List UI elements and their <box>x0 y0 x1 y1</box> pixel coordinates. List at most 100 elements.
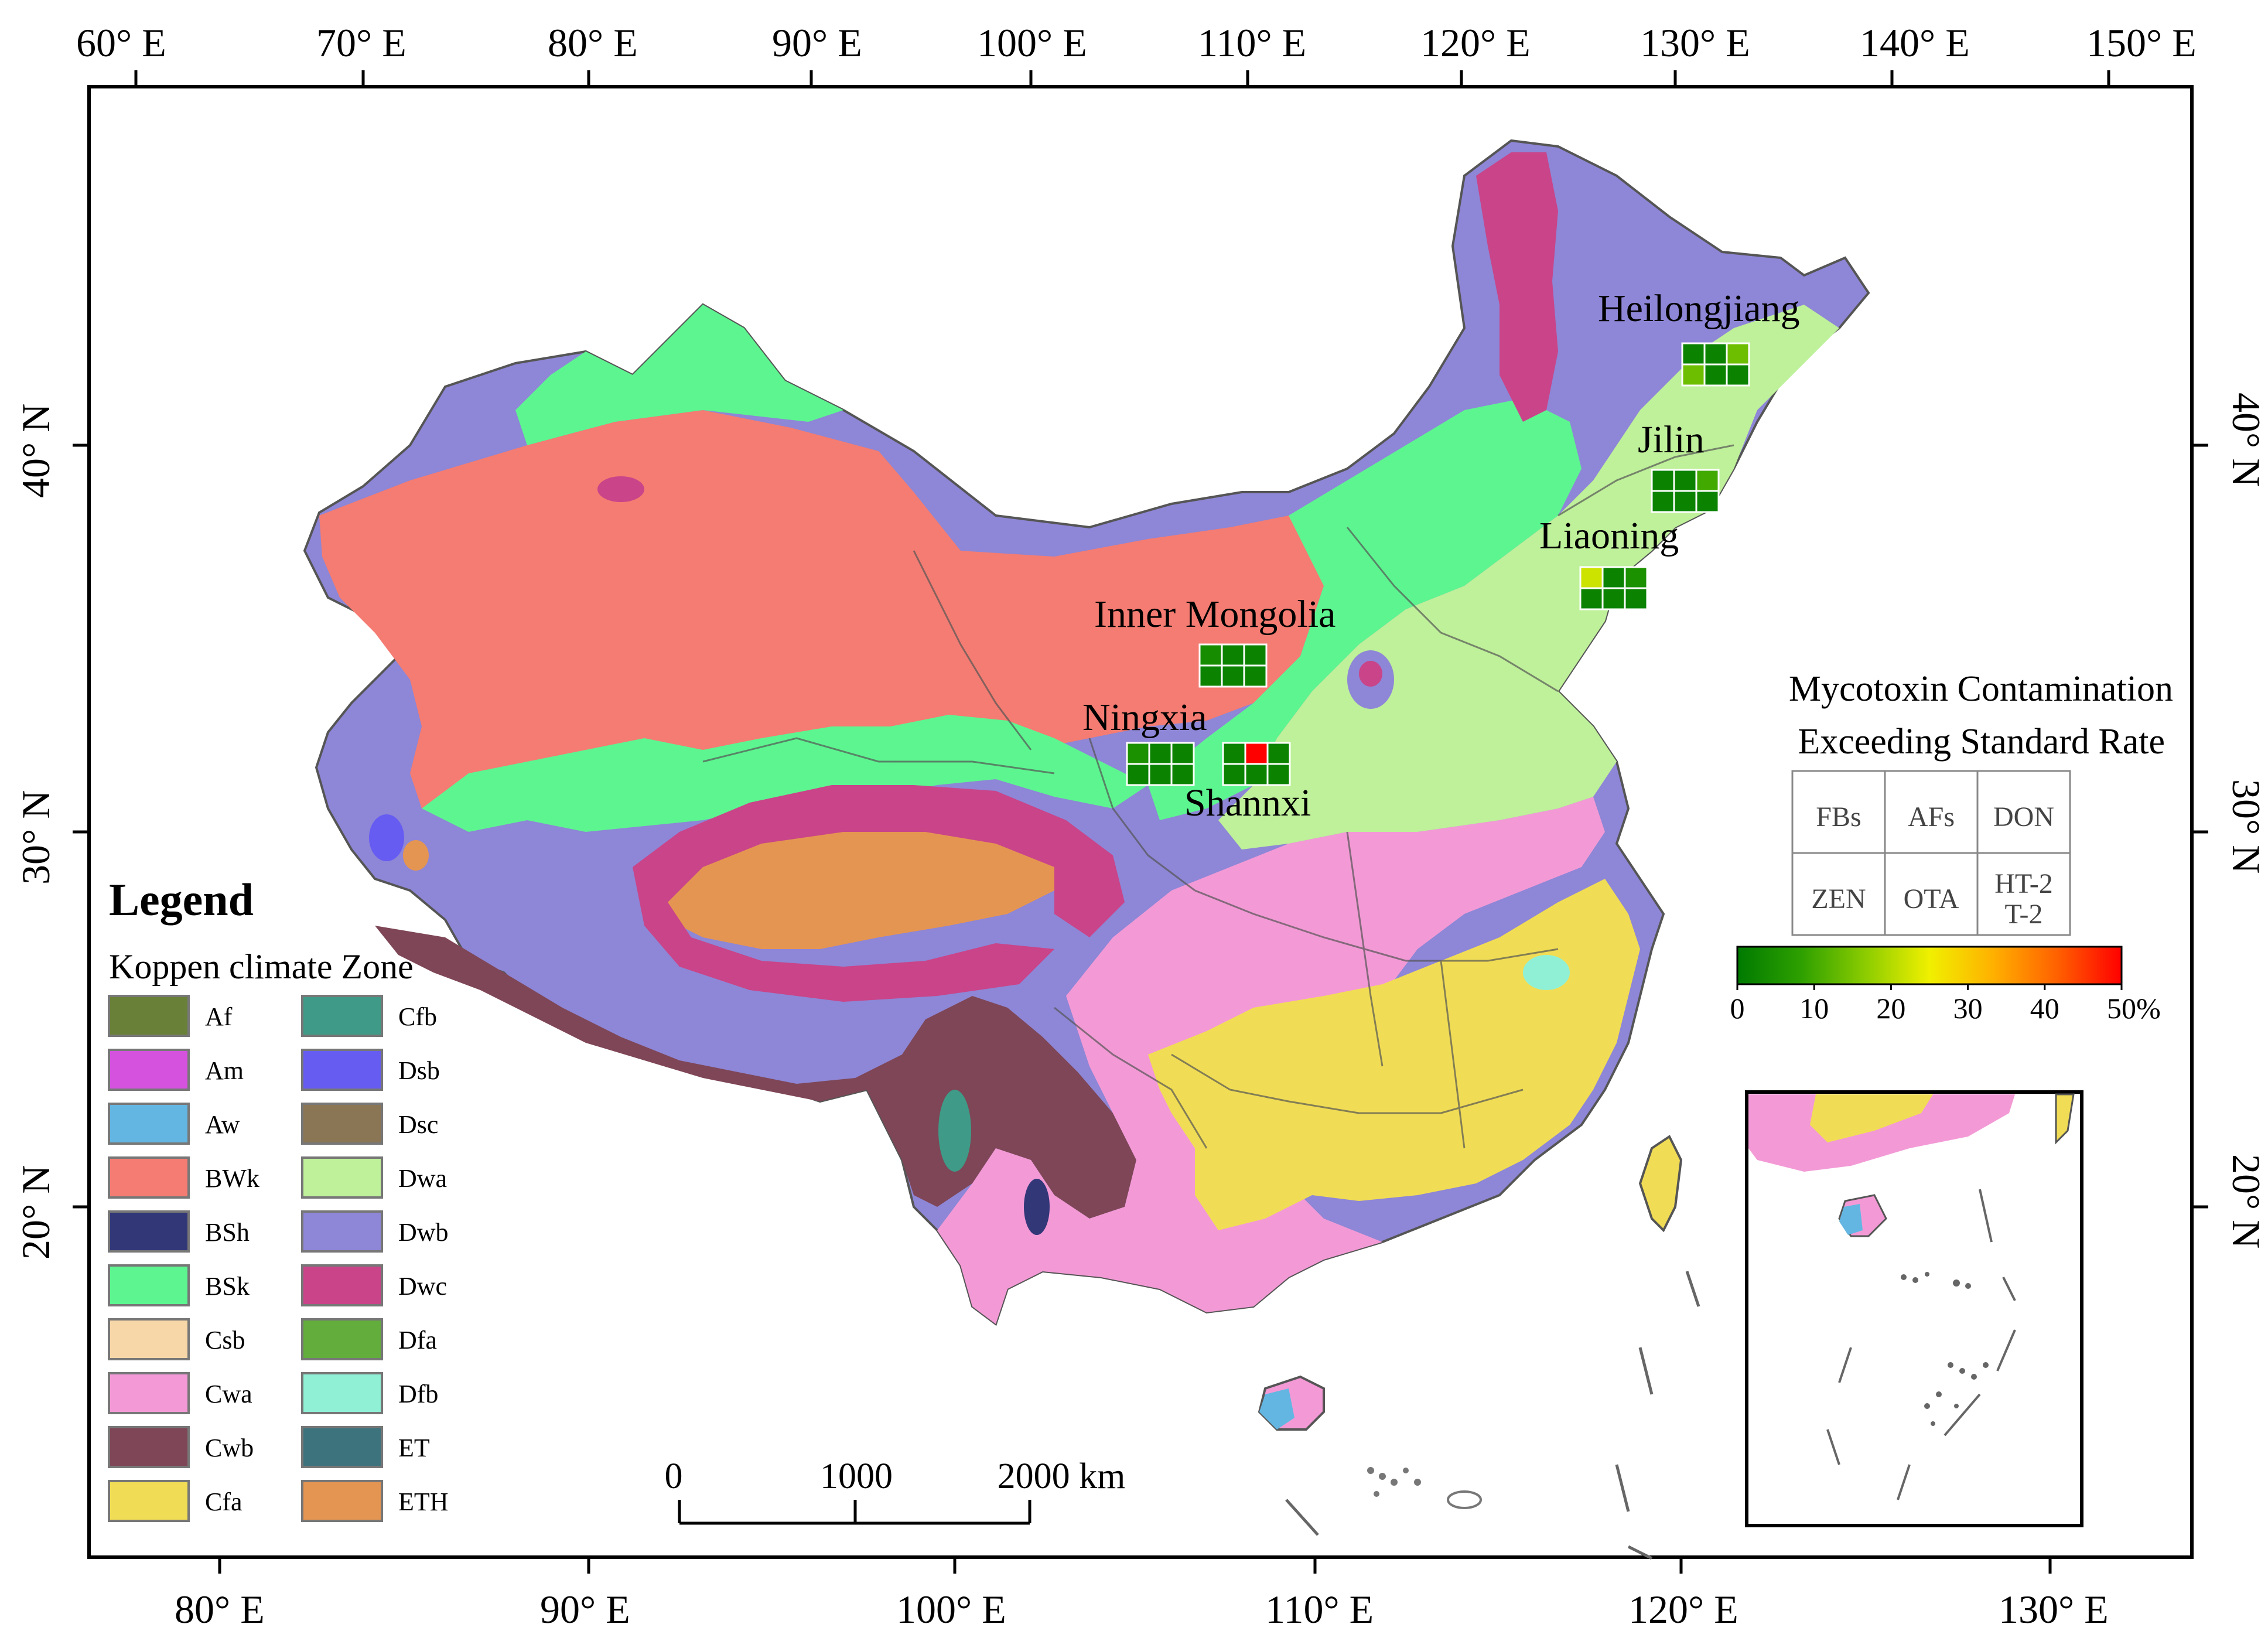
toxin-cell <box>1651 490 1675 513</box>
tick-label: 90° E <box>540 1587 630 1632</box>
toxin-grid <box>1681 342 1750 387</box>
colorbar-tick-label: 10 <box>1799 992 1829 1025</box>
toxin-grid <box>1126 742 1195 786</box>
cell-t2: T-2 <box>2005 899 2043 930</box>
zone-dfb-blob <box>1523 955 1570 990</box>
tick-label: 30° N <box>13 790 58 885</box>
tick-label: 30° N <box>2224 779 2268 874</box>
toxin-cell <box>1244 763 1269 786</box>
toxin-grid <box>1579 566 1648 610</box>
toxin-cell <box>1244 742 1269 765</box>
legend-item-label: ETH <box>398 1487 449 1516</box>
scale-tick-1000: 1000 <box>820 1456 893 1496</box>
tick-label: 130° E <box>1640 21 1750 65</box>
legend-swatch <box>301 995 383 1037</box>
toxin-cell <box>1579 566 1604 589</box>
legend-swatch <box>301 1318 383 1360</box>
toxin-cell <box>1266 742 1291 765</box>
legend-item-label: BSh <box>205 1218 250 1247</box>
legend-items: Af Am Aw BWk BSh BSk Csb Cwa Cwb Cfa Cfb Dsb Dsc Dwa D… <box>108 995 449 1522</box>
tick-label: 130° E <box>1999 1587 2109 1632</box>
legend-swatch <box>108 1426 190 1468</box>
toxin-cell <box>1651 469 1675 492</box>
hainan-aw <box>1259 1388 1294 1429</box>
colorbar-tick-label: 30 <box>1953 992 1983 1025</box>
tick-label: 40° N <box>2224 393 2268 487</box>
taiwan <box>1638 1135 1683 1233</box>
toxin-grid <box>1651 469 1720 513</box>
province-inner-mongolia: Inner Mongolia <box>1094 593 1335 688</box>
legend-item-label: Dwa <box>398 1164 447 1193</box>
toxin-grid <box>1222 742 1291 786</box>
legend-item-label: Dwc <box>398 1272 447 1301</box>
tick-label: 110° E <box>1265 1587 1374 1632</box>
cell-afs: AFs <box>1908 801 1955 832</box>
zone-eth <box>662 808 1066 949</box>
mycotoxin-cell-grid <box>1791 770 2071 936</box>
tick-label: 60° E <box>76 21 166 65</box>
legend-item-label: ET <box>398 1434 430 1462</box>
tick-label: 100° E <box>896 1587 1006 1632</box>
zone-dwc-blob2 <box>1359 661 1382 687</box>
toxin-cell <box>1695 490 1720 513</box>
province-jilin: Jilin <box>1638 418 1720 513</box>
toxin-cell <box>1170 763 1195 786</box>
toxin-cell <box>1198 664 1223 688</box>
toxin-cell <box>1126 742 1150 765</box>
legend-item-label: Dsb <box>398 1056 440 1085</box>
right-latitude-axis: 40° N 30° N 20° N <box>2192 393 2268 1248</box>
tick-label: 140° E <box>1860 21 1970 65</box>
bottom-longitude-axis: 80° E 90° E 100° E 110° E 120° E 130° E <box>175 1557 2109 1632</box>
legend-swatch <box>108 995 190 1037</box>
legend-item-label: Cwa <box>205 1380 252 1408</box>
zone-dwc-north <box>1476 152 1558 422</box>
toxin-cell <box>1624 587 1648 610</box>
province-boundaries <box>702 444 1734 1149</box>
province-label: Liaoning <box>1539 514 1679 557</box>
toxin-cell <box>1726 363 1750 387</box>
zone-dwa <box>1218 305 1839 849</box>
inset-dashed-boundary <box>1826 1189 2016 1500</box>
cell-don: DON <box>1993 801 2054 832</box>
province-ningxia: Ningxia <box>1082 696 1207 786</box>
zone-dwc-blob <box>597 476 644 502</box>
scale-bar: 0 1000 2000 km <box>665 1456 1125 1525</box>
toxin-cell <box>1243 643 1268 667</box>
toxin-cell <box>1601 587 1626 610</box>
tick-label: 20° N <box>13 1165 58 1260</box>
inset-mainland-cfa <box>1810 1094 1933 1142</box>
tick-label: 100° E <box>977 21 1087 65</box>
legend-item-label: BSk <box>205 1272 250 1301</box>
tick-label: 80° E <box>175 1587 265 1632</box>
legend-item-label: Am <box>205 1056 244 1085</box>
legend-item-label: Af <box>205 1002 233 1031</box>
toxin-cell <box>1148 742 1173 765</box>
toxin-cell <box>1673 490 1697 513</box>
toxin-cell <box>1681 342 1706 366</box>
toxin-cell <box>1703 363 1728 387</box>
legend-swatch <box>301 1480 383 1522</box>
mycotoxin-key: Mycotoxin Contamination Exceeding Standa… <box>1730 669 2174 1025</box>
province-label: Inner Mongolia <box>1094 593 1335 636</box>
colorbar-tick-label: 40 <box>2030 992 2059 1025</box>
left-latitude-axis: 40° N 30° N 20° N <box>13 404 89 1260</box>
legend-item-label: Cfb <box>398 1002 437 1031</box>
mycotoxin-title-line1: Mycotoxin Contamination <box>1789 669 2173 709</box>
legend-item-label: Dsc <box>398 1110 438 1139</box>
south-china-sea-inset <box>1745 1090 2083 1527</box>
legend-swatch <box>108 1049 190 1091</box>
legend-swatch <box>301 1049 383 1091</box>
legend-swatch <box>301 1210 383 1253</box>
province-heilongjiang: Heilongjiang <box>1598 287 1800 387</box>
zone-cfb-blob <box>938 1090 971 1172</box>
zone-dsb-blob <box>369 814 404 861</box>
tick-label: 80° E <box>548 21 638 65</box>
toxin-cell <box>1695 469 1720 492</box>
scs-dashed-lines <box>1285 1271 1700 1560</box>
cell-zen: ZEN <box>1811 883 1866 915</box>
toxin-cell <box>1726 342 1750 366</box>
province-label: Ningxia <box>1082 696 1207 739</box>
tick-label: 20° N <box>2224 1154 2268 1248</box>
toxin-cell <box>1170 742 1195 765</box>
toxin-cell <box>1221 664 1245 688</box>
